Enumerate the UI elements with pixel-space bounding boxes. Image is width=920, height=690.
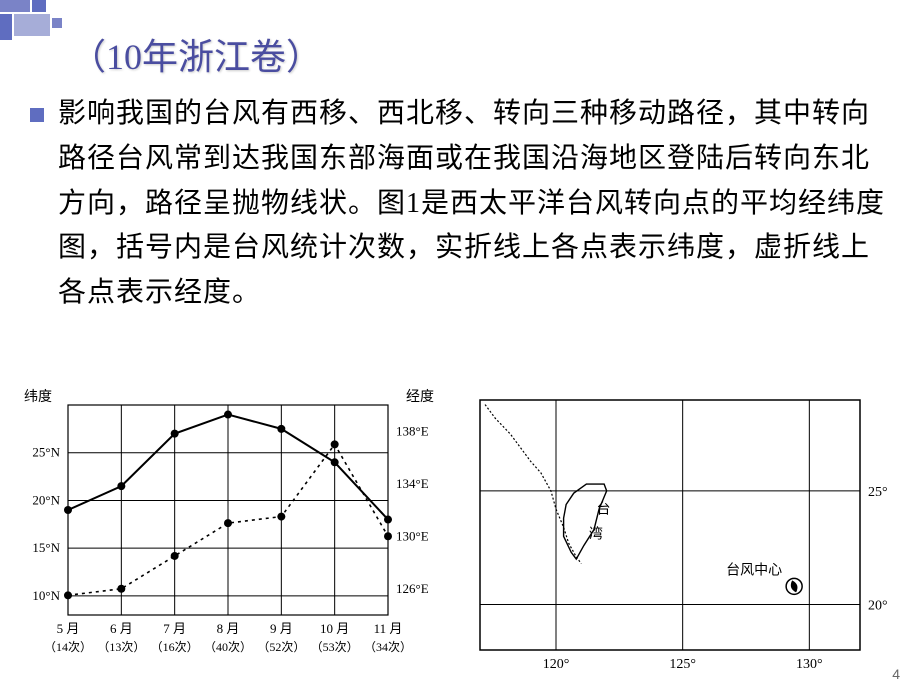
svg-text:9 月: 9 月 (270, 621, 293, 636)
svg-text:（52次）: （52次） (257, 640, 305, 654)
svg-text:6 月: 6 月 (110, 621, 133, 636)
svg-text:5 月: 5 月 (57, 621, 80, 636)
svg-text:（53次）: （53次） (311, 640, 359, 654)
body-paragraph: 影响我国的台风有西移、西北移、转向三种移动路径，其中转向路径台风常到达我国东部海… (58, 92, 890, 316)
svg-text:15°N: 15°N (32, 540, 60, 555)
svg-text:纬度: 纬度 (24, 389, 52, 405)
svg-text:25°: 25° (868, 485, 888, 500)
slide-title: （10年浙江卷） (70, 28, 322, 80)
page-number: 4 (892, 666, 900, 682)
svg-text:11 月: 11 月 (374, 621, 403, 636)
svg-text:130°: 130° (796, 657, 823, 672)
svg-text:130°E: 130°E (396, 528, 429, 543)
bullet-icon (30, 108, 44, 122)
svg-text:20°N: 20°N (32, 492, 60, 507)
svg-text:（40次）: （40次） (204, 640, 252, 654)
svg-text:25°N: 25°N (32, 445, 60, 460)
latitude-longitude-chart: 10°N 15°N 20°N 25°N 126°E 130°E 134°E 138°E 纬度 经度… (10, 385, 450, 680)
svg-text:138°E: 138°E (396, 423, 429, 438)
svg-text:（13次）: （13次） (97, 640, 145, 654)
svg-text:湾: 湾 (589, 526, 603, 543)
svg-text:（34次）: （34次） (364, 640, 412, 654)
svg-text:10 月: 10 月 (320, 621, 349, 636)
svg-text:125°: 125° (669, 657, 696, 672)
svg-text:（14次）: （14次） (44, 640, 92, 654)
svg-text:126°E: 126°E (396, 581, 429, 596)
taiwan-map: 台湾台风中心 120° 125° 130° 20° 25° (470, 390, 905, 675)
svg-text:（16次）: （16次） (151, 640, 199, 654)
svg-text:8 月: 8 月 (217, 621, 240, 636)
svg-text:20°: 20° (868, 599, 888, 614)
svg-text:经度: 经度 (406, 389, 434, 405)
svg-text:台风中心: 台风中心 (726, 562, 782, 578)
svg-text:7 月: 7 月 (163, 621, 186, 636)
svg-text:120°: 120° (543, 657, 570, 672)
svg-text:10°N: 10°N (32, 588, 60, 603)
svg-text:134°E: 134°E (396, 476, 429, 491)
svg-text:台: 台 (597, 502, 611, 518)
